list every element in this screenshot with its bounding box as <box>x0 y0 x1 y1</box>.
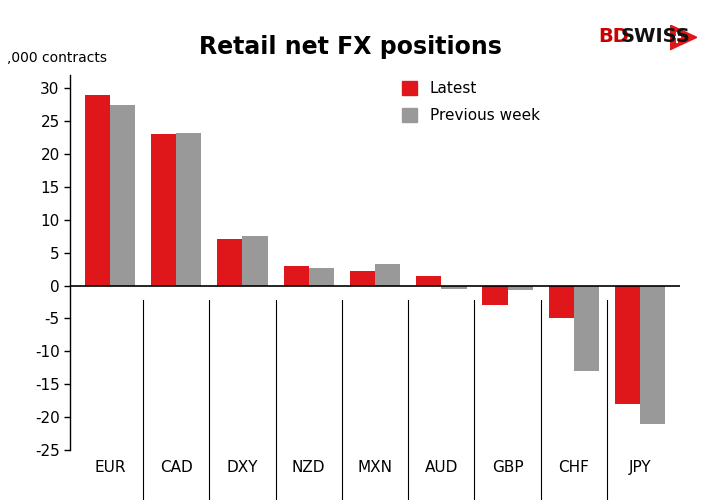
Bar <box>375 264 400 285</box>
Bar <box>350 271 375 285</box>
Bar <box>308 268 334 285</box>
Bar <box>416 276 442 285</box>
Bar <box>243 236 268 286</box>
Polygon shape <box>670 25 697 50</box>
Text: BD: BD <box>598 28 629 46</box>
Bar <box>615 286 640 404</box>
Text: SWISS: SWISS <box>621 28 691 46</box>
Bar <box>549 286 574 318</box>
Bar <box>508 286 533 290</box>
Bar <box>442 286 467 289</box>
Bar <box>574 286 599 371</box>
Legend: Latest, Previous week: Latest, Previous week <box>396 75 546 130</box>
Text: Retail net FX positions: Retail net FX positions <box>199 35 502 59</box>
Bar <box>217 240 243 286</box>
Bar <box>283 266 308 285</box>
Bar <box>85 94 110 286</box>
Bar <box>176 133 201 286</box>
Bar <box>110 104 135 286</box>
Bar <box>151 134 176 286</box>
Text: ,000 contracts: ,000 contracts <box>7 51 107 65</box>
Bar <box>640 286 665 424</box>
Bar <box>482 286 508 306</box>
